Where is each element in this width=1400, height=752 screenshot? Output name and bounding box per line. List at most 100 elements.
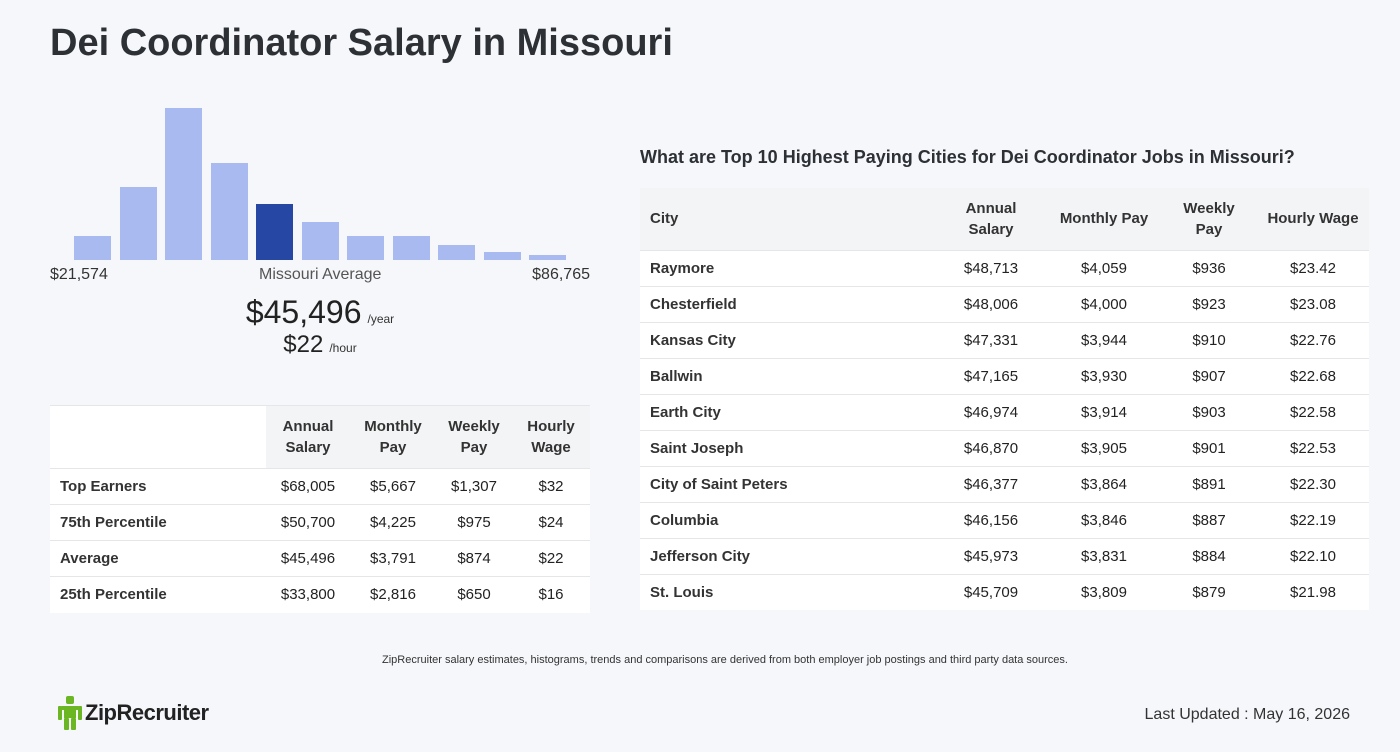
histogram-average-label: Missouri Average: [259, 266, 382, 283]
city-row: Columbia $46,156 $3,846 $887 $22.19: [640, 501, 1369, 538]
percentile-weekly: $650: [436, 576, 512, 613]
percentile-annual: $45,496: [266, 540, 350, 577]
city-annual: $46,870: [935, 429, 1047, 466]
percentile-hourly: $32: [512, 468, 590, 505]
logo-text: ZipRecruiter: [85, 700, 209, 725]
city-name: Earth City: [640, 393, 935, 430]
city-name: Jefferson City: [640, 537, 935, 574]
city-name: City of Saint Peters: [640, 465, 935, 502]
cities-heading: What are Top 10 Highest Paying Cities fo…: [640, 147, 1295, 167]
histogram-bar: [392, 236, 430, 260]
city-monthly: $4,059: [1047, 249, 1161, 286]
average-yearly: $45,496/year: [50, 294, 590, 331]
city-monthly: $3,831: [1047, 537, 1161, 574]
city-name: St. Louis: [640, 573, 935, 610]
percentile-monthly: $4,225: [350, 504, 436, 541]
city-row: Ballwin $47,165 $3,930 $907 $22.68: [640, 357, 1369, 394]
city-hourly: $22.68: [1257, 357, 1369, 394]
city-row: Kansas City $47,331 $3,944 $910 $22.76: [640, 321, 1369, 358]
average-hourly: $22/hour: [50, 331, 590, 359]
city-row: Raymore $48,713 $4,059 $936 $23.42: [640, 249, 1369, 286]
city-hourly: $22.10: [1257, 537, 1369, 574]
percentile-weekly: $874: [436, 540, 512, 577]
last-updated: Last Updated : May 16, 2026: [1144, 706, 1350, 723]
histogram-min-label: $21,574: [50, 266, 108, 283]
histogram-bar: [529, 255, 566, 260]
city-monthly: $3,809: [1047, 573, 1161, 610]
cities-header-city: City: [640, 188, 935, 250]
city-annual: $46,377: [935, 465, 1047, 502]
city-annual: $47,165: [935, 357, 1047, 394]
city-weekly: $879: [1161, 573, 1257, 610]
average-yearly-unit: /year: [367, 312, 395, 326]
percentile-label: 25th Percentile: [50, 576, 266, 613]
city-hourly: $23.08: [1257, 285, 1369, 322]
city-annual: $45,973: [935, 537, 1047, 574]
city-annual: $45,709: [935, 573, 1047, 610]
histogram-bar: [438, 245, 475, 260]
percentile-row: 75th Percentile $50,700 $4,225 $975 $24: [50, 504, 590, 541]
city-row: Saint Joseph $46,870 $3,905 $901 $22.53: [640, 429, 1369, 466]
percentile-header-monthly: Monthly Pay: [350, 405, 436, 469]
percentile-label: 75th Percentile: [50, 504, 266, 541]
city-name: Columbia: [640, 501, 935, 538]
city-hourly: $22.30: [1257, 465, 1369, 502]
percentile-header-weekly: Weekly Pay: [436, 405, 512, 469]
cities-header-monthly: Monthly Pay: [1047, 188, 1161, 250]
city-monthly: $3,914: [1047, 393, 1161, 430]
histogram-bar: [74, 236, 111, 260]
percentile-header-annual: Annual Salary: [266, 405, 350, 469]
city-name: Raymore: [640, 249, 935, 286]
cities-header-annual: Annual Salary: [935, 188, 1047, 250]
city-row: Jefferson City $45,973 $3,831 $884 $22.10: [640, 537, 1369, 574]
histogram-bar: [301, 222, 339, 260]
percentile-header-hourly: Hourly Wage: [512, 405, 590, 469]
footnote: ZipRecruiter salary estimates, histogram…: [382, 654, 1068, 666]
city-annual: $47,331: [935, 321, 1047, 358]
percentile-weekly: $975: [436, 504, 512, 541]
city-name: Saint Joseph: [640, 429, 935, 466]
percentile-header-row: Annual Salary Monthly Pay Weekly Pay Hou…: [50, 405, 590, 469]
city-annual: $48,006: [935, 285, 1047, 322]
city-row: Chesterfield $48,006 $4,000 $923 $23.08: [640, 285, 1369, 322]
percentile-table: Annual Salary Monthly Pay Weekly Pay Hou…: [50, 405, 590, 613]
city-hourly: $22.58: [1257, 393, 1369, 430]
city-monthly: $3,846: [1047, 501, 1161, 538]
salary-histogram: [74, 100, 574, 260]
percentile-label: Average: [50, 540, 266, 577]
histogram-bar: [483, 252, 521, 260]
city-weekly: $923: [1161, 285, 1257, 322]
city-weekly: $891: [1161, 465, 1257, 502]
city-monthly: $3,930: [1047, 357, 1161, 394]
histogram-bar: [119, 187, 157, 260]
city-weekly: $901: [1161, 429, 1257, 466]
histogram-bar: [165, 108, 202, 260]
percentile-annual: $33,800: [266, 576, 350, 613]
ziprecruiter-logo[interactable]: ZipRecruiter: [58, 696, 209, 730]
average-hourly-value: $22: [283, 331, 324, 358]
percentile-header-blank: [50, 405, 266, 469]
histogram-bar: [210, 163, 248, 260]
city-hourly: $22.53: [1257, 429, 1369, 466]
city-hourly: $21.98: [1257, 573, 1369, 610]
percentile-annual: $68,005: [266, 468, 350, 505]
city-weekly: $887: [1161, 501, 1257, 538]
cities-header-row: City Annual Salary Monthly Pay Weekly Pa…: [640, 188, 1369, 250]
average-yearly-value: $45,496: [245, 294, 362, 330]
city-annual: $48,713: [935, 249, 1047, 286]
percentile-monthly: $5,667: [350, 468, 436, 505]
city-weekly: $903: [1161, 393, 1257, 430]
city-row: St. Louis $45,709 $3,809 $879 $21.98: [640, 573, 1369, 610]
city-hourly: $22.19: [1257, 501, 1369, 538]
percentile-weekly: $1,307: [436, 468, 512, 505]
percentile-monthly: $2,816: [350, 576, 436, 613]
percentile-row: Average $45,496 $3,791 $874 $22: [50, 540, 590, 577]
histogram-bar: [347, 236, 384, 260]
cities-header-weekly: Weekly Pay: [1161, 188, 1257, 250]
histogram-bar-average: [256, 204, 293, 260]
percentile-row: 25th Percentile $33,800 $2,816 $650 $16: [50, 576, 590, 613]
city-name: Kansas City: [640, 321, 935, 358]
cities-header-hourly: Hourly Wage: [1257, 188, 1369, 250]
city-weekly: $936: [1161, 249, 1257, 286]
percentile-row: Top Earners $68,005 $5,667 $1,307 $32: [50, 468, 590, 505]
